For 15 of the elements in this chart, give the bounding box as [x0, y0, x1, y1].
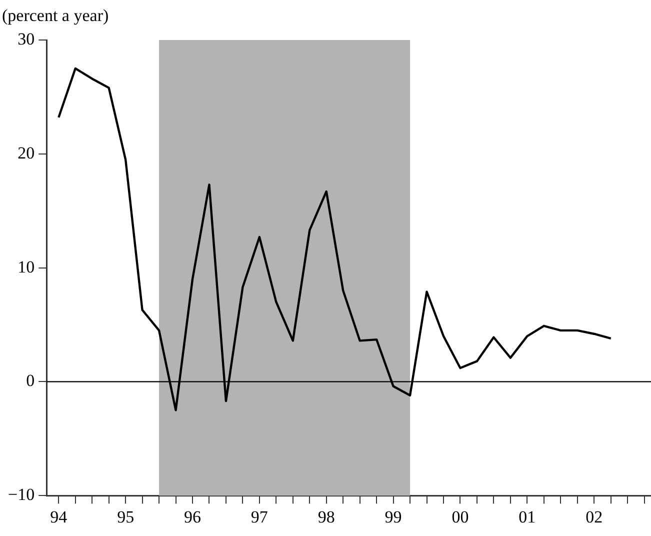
y-tick-label: 10 — [18, 257, 35, 276]
x-tick-label: 97 — [250, 507, 268, 526]
x-tick-label: 00 — [452, 507, 469, 526]
y-axis-title: (percent a year) — [2, 6, 109, 25]
y-tick-label: 30 — [18, 29, 35, 48]
y-tick-label: 0 — [26, 371, 35, 390]
x-tick-label: 94 — [50, 507, 68, 526]
x-tick-label: 98 — [318, 507, 335, 526]
x-tick-label: 99 — [384, 507, 402, 526]
x-tick-label: 96 — [184, 507, 202, 526]
x-tick-label: 02 — [586, 507, 603, 526]
y-tick-label: −10 — [8, 485, 35, 504]
x-tick-label: 95 — [117, 507, 134, 526]
y-tick-label: 20 — [18, 143, 35, 162]
x-tick-label: 01 — [518, 507, 536, 526]
